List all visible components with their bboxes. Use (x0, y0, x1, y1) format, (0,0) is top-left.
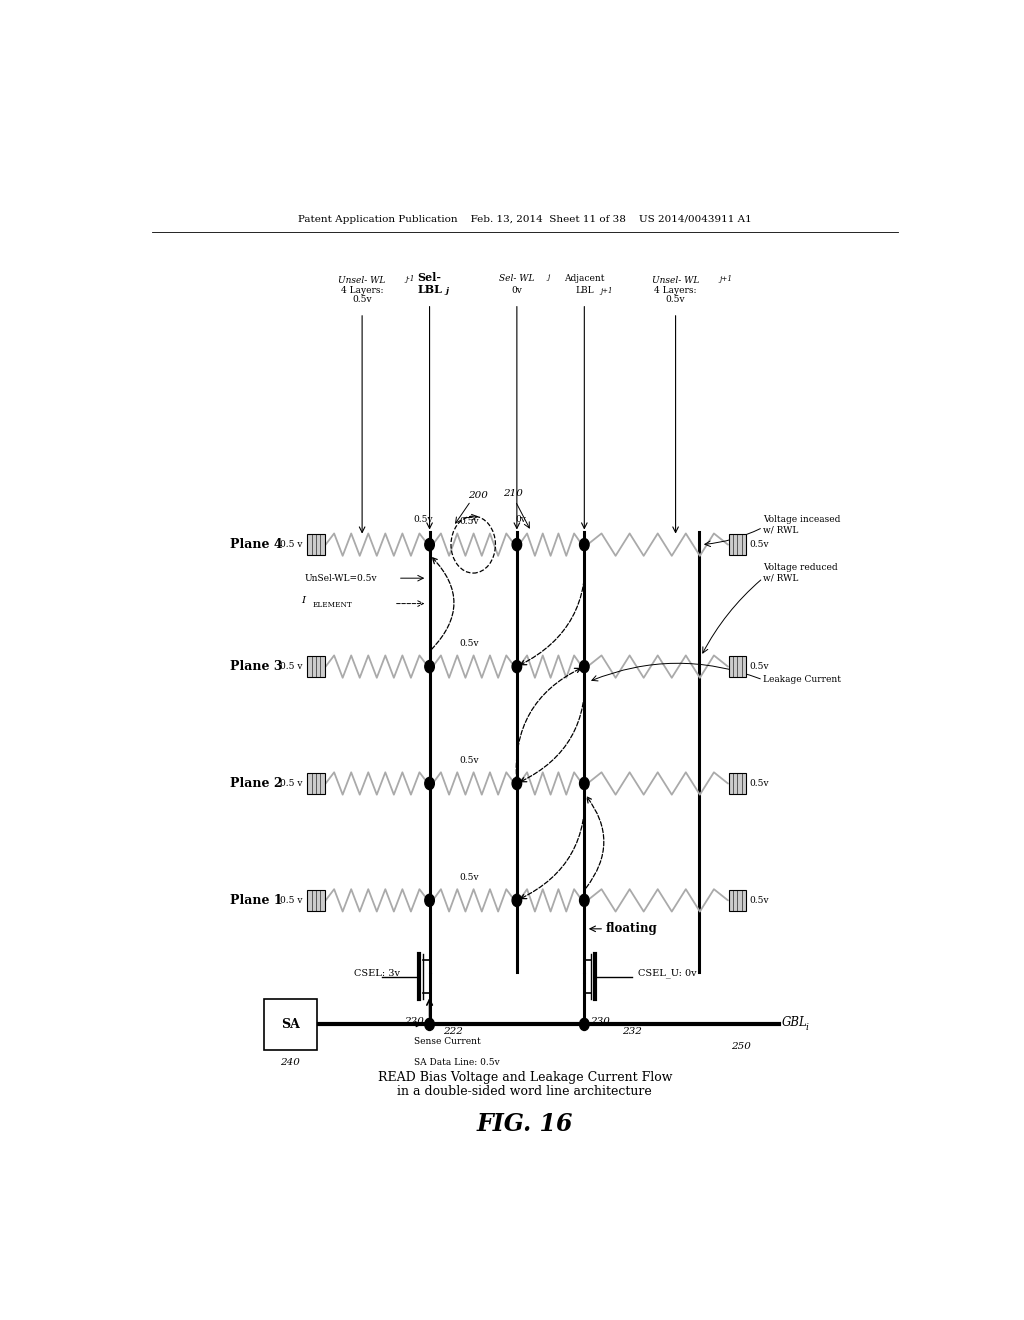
Text: Voltage inceased
w/ RWL: Voltage inceased w/ RWL (763, 515, 841, 535)
Text: j+1: j+1 (719, 276, 732, 284)
Text: 210: 210 (503, 490, 522, 499)
Text: 0.5v: 0.5v (750, 663, 769, 671)
Text: 0.5 v: 0.5 v (281, 540, 303, 549)
Text: i: i (806, 1023, 809, 1032)
Circle shape (425, 660, 434, 673)
Text: j: j (547, 273, 549, 281)
Text: 220: 220 (403, 1018, 424, 1026)
Circle shape (512, 539, 521, 550)
Text: 0.5 v: 0.5 v (281, 779, 303, 788)
Text: j: j (445, 286, 449, 294)
Text: Unsel- WL: Unsel- WL (338, 276, 386, 285)
Text: SA Data Line: 0.5v: SA Data Line: 0.5v (414, 1057, 500, 1067)
Bar (729, 774, 746, 793)
Text: UnSel-WL=0.5v: UnSel-WL=0.5v (304, 574, 377, 582)
Text: ELEMENT: ELEMENT (312, 601, 352, 609)
Text: Patent Application Publication    Feb. 13, 2014  Sheet 11 of 38    US 2014/00439: Patent Application Publication Feb. 13, … (298, 215, 752, 224)
Text: Unsel- WL: Unsel- WL (652, 276, 699, 285)
Text: FIG. 16: FIG. 16 (476, 1111, 573, 1137)
Text: 0.5v: 0.5v (460, 639, 479, 648)
Text: Leakage Current: Leakage Current (763, 676, 841, 684)
Text: 0v: 0v (515, 515, 526, 524)
Circle shape (425, 539, 434, 550)
Text: 0.5v: 0.5v (666, 294, 685, 304)
Circle shape (580, 894, 589, 907)
Text: 0.5v: 0.5v (414, 515, 433, 524)
Text: LBL: LBL (417, 284, 442, 294)
Bar (729, 656, 746, 677)
FancyBboxPatch shape (264, 999, 316, 1049)
Text: 0.5v: 0.5v (750, 896, 769, 906)
Text: CSEL_U: 0v: CSEL_U: 0v (638, 969, 697, 978)
Circle shape (425, 894, 434, 907)
Text: Plane 2: Plane 2 (230, 777, 283, 789)
Text: 0.5v: 0.5v (460, 517, 479, 527)
Text: 0.5v: 0.5v (750, 540, 769, 549)
Circle shape (512, 894, 521, 907)
Bar (307, 535, 325, 554)
Text: Sense Current: Sense Current (414, 1036, 480, 1045)
Text: 0.5v: 0.5v (460, 756, 479, 766)
Text: 0.5 v: 0.5 v (281, 663, 303, 671)
Bar (307, 774, 325, 793)
Circle shape (580, 1018, 589, 1031)
Text: 0.5 v: 0.5 v (281, 896, 303, 906)
Bar (307, 890, 325, 911)
Text: Sel-: Sel- (418, 272, 441, 284)
Circle shape (512, 777, 521, 789)
Text: 250: 250 (731, 1043, 751, 1051)
Text: Sel- WL: Sel- WL (499, 275, 535, 284)
Text: Plane 4: Plane 4 (230, 539, 283, 552)
Text: j+1: j+1 (600, 286, 612, 294)
Text: 240: 240 (281, 1057, 300, 1067)
Text: floating: floating (606, 923, 657, 936)
Text: CSEL: 3v: CSEL: 3v (354, 969, 400, 978)
Text: GBL: GBL (782, 1016, 808, 1028)
Text: 0v: 0v (511, 285, 522, 294)
Circle shape (425, 777, 434, 789)
Bar (307, 656, 325, 677)
Circle shape (580, 660, 589, 673)
Text: 0.5v: 0.5v (352, 294, 372, 304)
Bar (729, 535, 746, 554)
Text: LBL: LBL (575, 285, 594, 294)
Text: Plane 1: Plane 1 (230, 894, 283, 907)
Text: 0.5v: 0.5v (460, 873, 479, 882)
Text: j-1: j-1 (406, 276, 415, 284)
Circle shape (580, 539, 589, 550)
Text: 4 Layers:: 4 Layers: (341, 285, 383, 294)
Text: 222: 222 (443, 1027, 463, 1036)
Text: 200: 200 (468, 491, 487, 500)
Text: I: I (301, 597, 305, 605)
Text: 232: 232 (622, 1027, 642, 1036)
Text: READ Bias Voltage and Leakage Current Flow: READ Bias Voltage and Leakage Current Fl… (378, 1071, 672, 1084)
Text: SA: SA (282, 1018, 300, 1031)
Text: in a double-sided word line architecture: in a double-sided word line architecture (397, 1085, 652, 1098)
Text: 4 Layers:: 4 Layers: (654, 285, 697, 294)
Text: 0.5v: 0.5v (750, 779, 769, 788)
Circle shape (580, 777, 589, 789)
Circle shape (425, 1018, 434, 1031)
Text: 230: 230 (590, 1018, 610, 1026)
Circle shape (512, 660, 521, 673)
Text: Plane 3: Plane 3 (230, 660, 283, 673)
Text: Adjacent: Adjacent (564, 275, 604, 284)
Bar (729, 890, 746, 911)
Text: Voltage reduced
w/ RWL: Voltage reduced w/ RWL (763, 564, 838, 583)
